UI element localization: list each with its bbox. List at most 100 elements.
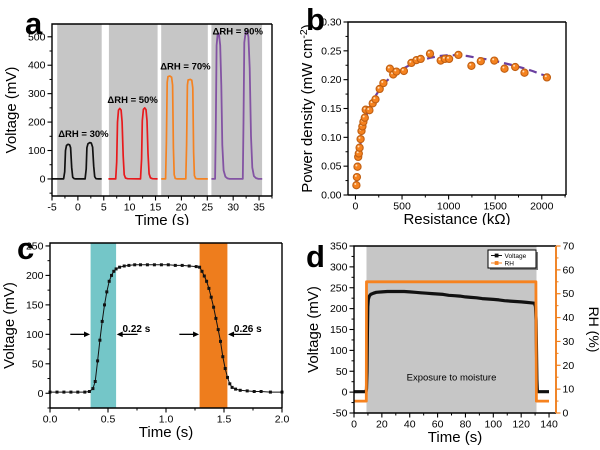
svg-text:10: 10 [124,202,136,214]
svg-text:50: 50 [563,288,575,300]
panel-b: 0 500 1000 1500 2000 0.00 0.05 0.10 0.15 0.20 0.25… [300,0,600,225]
svg-text:250: 250 [26,240,44,252]
svg-text:60: 60 [432,419,444,431]
svg-text:0.05: 0.05 [321,161,342,173]
svg-text:-50: -50 [332,408,347,420]
panel-a: -5 0 5 10 15 20 25 30 35 0 100 200 300 400 500 Time (s)… [0,0,300,225]
svg-text:0: 0 [563,408,569,420]
svg-text:100: 100 [26,329,44,341]
svg-text:350: 350 [330,241,348,253]
svg-text:Time (s): Time (s) [428,429,482,446]
chart-power-density: 0 500 1000 1500 2000 0.00 0.05 0.10 0.15 0.20 0.25… [300,17,567,225]
svg-text:50: 50 [32,358,44,370]
svg-text:0.22 s: 0.22 s [123,324,151,335]
svg-text:Time (s): Time (s) [139,424,193,441]
svg-text:0.30: 0.30 [321,17,342,29]
svg-text:25: 25 [201,202,213,214]
svg-text:200: 200 [26,270,44,282]
svg-text:ΔRH = 70%: ΔRH = 70% [160,62,211,73]
svg-text:0.00: 0.00 [321,190,342,202]
panel-letter-b: b [306,2,325,37]
svg-text:Resistance (kΩ): Resistance (kΩ) [403,211,510,225]
svg-text:0: 0 [353,201,359,213]
svg-text:100: 100 [28,145,46,157]
axes: 0 20 40 60 80 100 120 140-500501001502002503003… [305,241,600,447]
bands [90,243,228,408]
bands [366,246,537,413]
axes: -5 0 5 10 15 20 25 30 35 0 100 200 300 400 500 Time (s)… [3,23,273,225]
annotations: 0.22 s 0.26 s [70,324,262,338]
svg-text:0.25: 0.25 [321,45,342,57]
svg-text:0.0: 0.0 [43,414,58,426]
svg-text:0: 0 [38,388,44,400]
svg-text:35: 35 [253,202,265,214]
panel-d: 0 20 40 60 80 100 120 140 -50 0 50 100 150 200 250 300 3… [300,225,600,450]
svg-text:ΔRH = 90%: ΔRH = 90% [213,27,264,38]
series [352,49,552,190]
svg-text:0.10: 0.10 [321,132,342,144]
svg-text:0.26 s: 0.26 s [234,324,262,335]
series [52,30,263,180]
svg-text:5: 5 [101,202,107,214]
svg-text:140: 140 [540,419,558,431]
panel-letter-c: c [17,231,35,266]
svg-text:20: 20 [376,419,388,431]
annotations: ΔRH = 30% ΔRH = 50% ΔRH = 70% ΔRH = 90% [58,27,263,140]
panel-letter-d: d [306,239,325,274]
svg-text:150: 150 [330,324,348,336]
annotations: Exposure to moisture [407,372,497,383]
svg-text:0.20: 0.20 [321,74,342,86]
svg-text:300: 300 [28,88,46,100]
svg-text:200: 200 [330,303,348,315]
svg-text:0.15: 0.15 [321,103,342,115]
svg-text:80: 80 [460,419,472,431]
svg-text:Voltage: Voltage [505,253,527,260]
svg-text:10: 10 [563,384,575,396]
svg-text:Power density (mW cm-2): Power density (mW cm-2) [300,24,316,193]
svg-text:60: 60 [563,264,575,276]
svg-text:30: 30 [227,202,239,214]
series [354,280,549,403]
svg-text:0: 0 [342,387,348,399]
svg-text:40: 40 [404,419,416,431]
panel-letter-a: a [25,6,43,41]
svg-text:400: 400 [28,60,46,72]
svg-text:0.5: 0.5 [101,414,116,426]
svg-text:1000: 1000 [437,201,461,213]
svg-text:RH: RH [505,260,515,267]
svg-text:500: 500 [28,31,46,43]
plot-area: 0 20 40 60 80 100 120 140-500501001502002503003… [305,241,600,447]
svg-text:Time (s): Time (s) [135,212,189,225]
bands [57,24,263,196]
svg-text:20: 20 [563,360,575,372]
plot-area: 0 500 1000 1500 2000 0.00 0.05 0.10 0.15 0.20 0.25… [300,17,567,225]
svg-text:70: 70 [563,241,575,253]
axes: 0.0 0.5 1.0 1.5 2.0 0 50 100 150 200 250 Time (s) Vo… [1,240,289,441]
chart-response-time: 0.0 0.5 1.0 1.5 2.0 0 50 100 150 200 250 Time (s) Vo… [1,240,289,441]
svg-text:Voltage (mV): Voltage (mV) [1,282,18,369]
svg-text:250: 250 [330,282,348,294]
svg-text:100: 100 [485,419,503,431]
svg-text:2000: 2000 [530,201,554,213]
svg-text:0: 0 [351,419,357,431]
svg-text:150: 150 [26,299,44,311]
svg-text:30: 30 [563,336,575,348]
svg-text:Voltage (mV): Voltage (mV) [305,286,322,373]
svg-text:40: 40 [563,312,575,324]
svg-text:1500: 1500 [484,201,508,213]
svg-text:100: 100 [330,345,348,357]
svg-text:50: 50 [336,366,348,378]
chart-voltage-peaks: -5 0 5 10 15 20 25 30 35 0 100 200 300 400 500 Time (s)… [3,23,273,225]
svg-text:500: 500 [393,201,411,213]
chart-moisture-exposure: 0 20 40 60 80 100 120 140-500501001502002503003… [305,241,600,447]
svg-text:0: 0 [75,202,81,214]
svg-text:120: 120 [512,419,530,431]
svg-text:RH (%): RH (%) [586,307,600,353]
svg-text:300: 300 [330,261,348,273]
svg-text:2.0: 2.0 [275,414,290,426]
svg-text:0: 0 [40,173,46,185]
plot-area: 0.0 0.5 1.0 1.5 2.0 0 50 100 150 200 250 Time (s) Vo… [1,240,289,441]
plot-area: -5 0 5 10 15 20 25 30 35 0 100 200 300 400 500 Time (s)… [3,23,273,225]
